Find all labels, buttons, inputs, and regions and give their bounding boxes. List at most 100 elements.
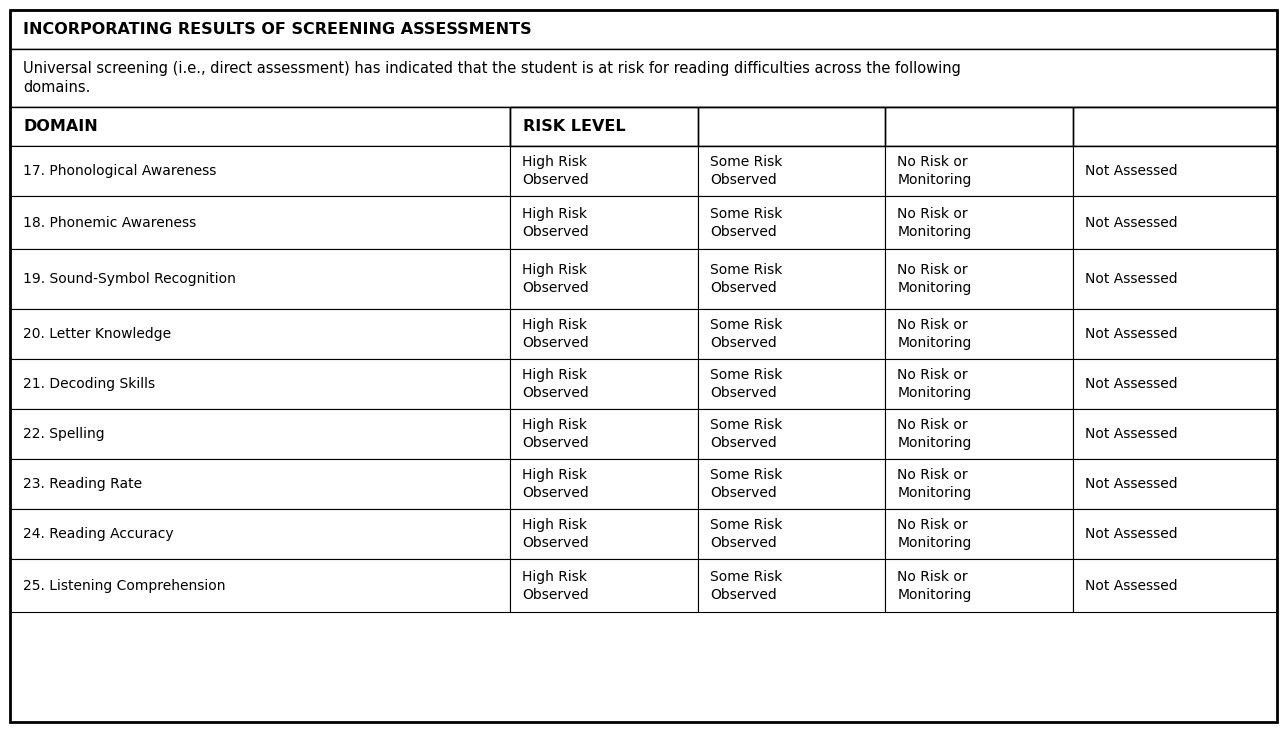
Text: No Risk or
Monitoring: No Risk or Monitoring: [897, 418, 972, 450]
Bar: [511, 359, 698, 409]
Text: Not Assessed: Not Assessed: [1085, 377, 1178, 391]
Text: No Risk or
Monitoring: No Risk or Monitoring: [897, 155, 972, 187]
Bar: [511, 559, 698, 612]
Bar: [10, 249, 511, 309]
Bar: [511, 108, 1277, 146]
Bar: [698, 249, 885, 309]
Text: No Risk or
Monitoring: No Risk or Monitoring: [897, 368, 972, 400]
Bar: [1073, 559, 1277, 612]
Text: RISK LEVEL: RISK LEVEL: [524, 119, 625, 134]
Bar: [1073, 459, 1277, 509]
Text: 20. Letter Knowledge: 20. Letter Knowledge: [23, 327, 171, 341]
Bar: [1073, 196, 1277, 249]
Text: No Risk or
Monitoring: No Risk or Monitoring: [897, 468, 972, 500]
Text: Some Risk
Observed: Some Risk Observed: [710, 318, 782, 350]
Text: Not Assessed: Not Assessed: [1085, 164, 1178, 179]
Bar: [885, 108, 1073, 146]
Bar: [885, 359, 1073, 409]
Text: Not Assessed: Not Assessed: [1085, 477, 1178, 491]
Bar: [511, 459, 698, 509]
Bar: [511, 249, 698, 309]
Text: 24. Reading Accuracy: 24. Reading Accuracy: [23, 527, 174, 541]
Bar: [1073, 146, 1277, 196]
Bar: [1073, 108, 1277, 146]
Bar: [10, 459, 511, 509]
Text: Some Risk
Observed: Some Risk Observed: [710, 518, 782, 550]
Text: High Risk
Observed: High Risk Observed: [523, 207, 589, 239]
Bar: [10, 49, 1277, 108]
Text: Not Assessed: Not Assessed: [1085, 327, 1178, 341]
Bar: [698, 509, 885, 559]
Bar: [10, 146, 511, 196]
Text: Some Risk
Observed: Some Risk Observed: [710, 368, 782, 400]
Text: 23. Reading Rate: 23. Reading Rate: [23, 477, 142, 491]
Text: High Risk
Observed: High Risk Observed: [523, 155, 589, 187]
Bar: [511, 309, 698, 359]
Bar: [10, 196, 511, 249]
Bar: [698, 146, 885, 196]
Bar: [1073, 249, 1277, 309]
Text: High Risk
Observed: High Risk Observed: [523, 468, 589, 500]
Text: High Risk
Observed: High Risk Observed: [523, 318, 589, 350]
Bar: [511, 108, 698, 146]
Bar: [511, 146, 698, 196]
Text: Some Risk
Observed: Some Risk Observed: [710, 263, 782, 295]
Text: Some Risk
Observed: Some Risk Observed: [710, 569, 782, 602]
Text: Not Assessed: Not Assessed: [1085, 272, 1178, 286]
Bar: [885, 146, 1073, 196]
Bar: [885, 309, 1073, 359]
Bar: [511, 196, 698, 249]
Bar: [885, 249, 1073, 309]
Bar: [698, 108, 885, 146]
Text: High Risk
Observed: High Risk Observed: [523, 518, 589, 550]
Text: High Risk
Observed: High Risk Observed: [523, 263, 589, 295]
Text: High Risk
Observed: High Risk Observed: [523, 569, 589, 602]
Text: Universal screening (i.e., direct assessment) has indicated that the student is : Universal screening (i.e., direct assess…: [23, 61, 961, 95]
Text: No Risk or
Monitoring: No Risk or Monitoring: [897, 569, 972, 602]
Bar: [1073, 309, 1277, 359]
Text: Not Assessed: Not Assessed: [1085, 527, 1178, 541]
Text: Some Risk
Observed: Some Risk Observed: [710, 155, 782, 187]
Text: High Risk
Observed: High Risk Observed: [523, 368, 589, 400]
Bar: [698, 196, 885, 249]
Text: No Risk or
Monitoring: No Risk or Monitoring: [897, 207, 972, 239]
Text: 22. Spelling: 22. Spelling: [23, 427, 104, 441]
Bar: [1073, 359, 1277, 409]
Text: 19. Sound-Symbol Recognition: 19. Sound-Symbol Recognition: [23, 272, 236, 286]
Text: 18. Phonemic Awareness: 18. Phonemic Awareness: [23, 216, 196, 230]
Text: 17. Phonological Awareness: 17. Phonological Awareness: [23, 164, 216, 179]
Text: No Risk or
Monitoring: No Risk or Monitoring: [897, 263, 972, 295]
Text: Some Risk
Observed: Some Risk Observed: [710, 468, 782, 500]
Text: Not Assessed: Not Assessed: [1085, 427, 1178, 441]
Text: Some Risk
Observed: Some Risk Observed: [710, 418, 782, 450]
Text: 25. Listening Comprehension: 25. Listening Comprehension: [23, 579, 225, 593]
Bar: [1073, 509, 1277, 559]
Text: High Risk
Observed: High Risk Observed: [523, 418, 589, 450]
Bar: [698, 409, 885, 459]
Bar: [511, 409, 698, 459]
Bar: [10, 559, 511, 612]
Text: No Risk or
Monitoring: No Risk or Monitoring: [897, 318, 972, 350]
Text: INCORPORATING RESULTS OF SCREENING ASSESSMENTS: INCORPORATING RESULTS OF SCREENING ASSES…: [23, 22, 532, 37]
Bar: [10, 509, 511, 559]
Bar: [698, 309, 885, 359]
Text: DOMAIN: DOMAIN: [23, 119, 98, 134]
Text: No Risk or
Monitoring: No Risk or Monitoring: [897, 518, 972, 550]
Bar: [698, 559, 885, 612]
Bar: [10, 409, 511, 459]
Text: Not Assessed: Not Assessed: [1085, 216, 1178, 230]
Text: Not Assessed: Not Assessed: [1085, 579, 1178, 593]
Bar: [698, 459, 885, 509]
Bar: [698, 359, 885, 409]
Bar: [885, 559, 1073, 612]
Text: Some Risk
Observed: Some Risk Observed: [710, 207, 782, 239]
Bar: [511, 509, 698, 559]
Bar: [10, 108, 511, 146]
Bar: [10, 309, 511, 359]
Bar: [1073, 409, 1277, 459]
Bar: [10, 359, 511, 409]
Bar: [885, 509, 1073, 559]
Text: 21. Decoding Skills: 21. Decoding Skills: [23, 377, 156, 391]
Bar: [10, 10, 1277, 49]
Bar: [885, 196, 1073, 249]
